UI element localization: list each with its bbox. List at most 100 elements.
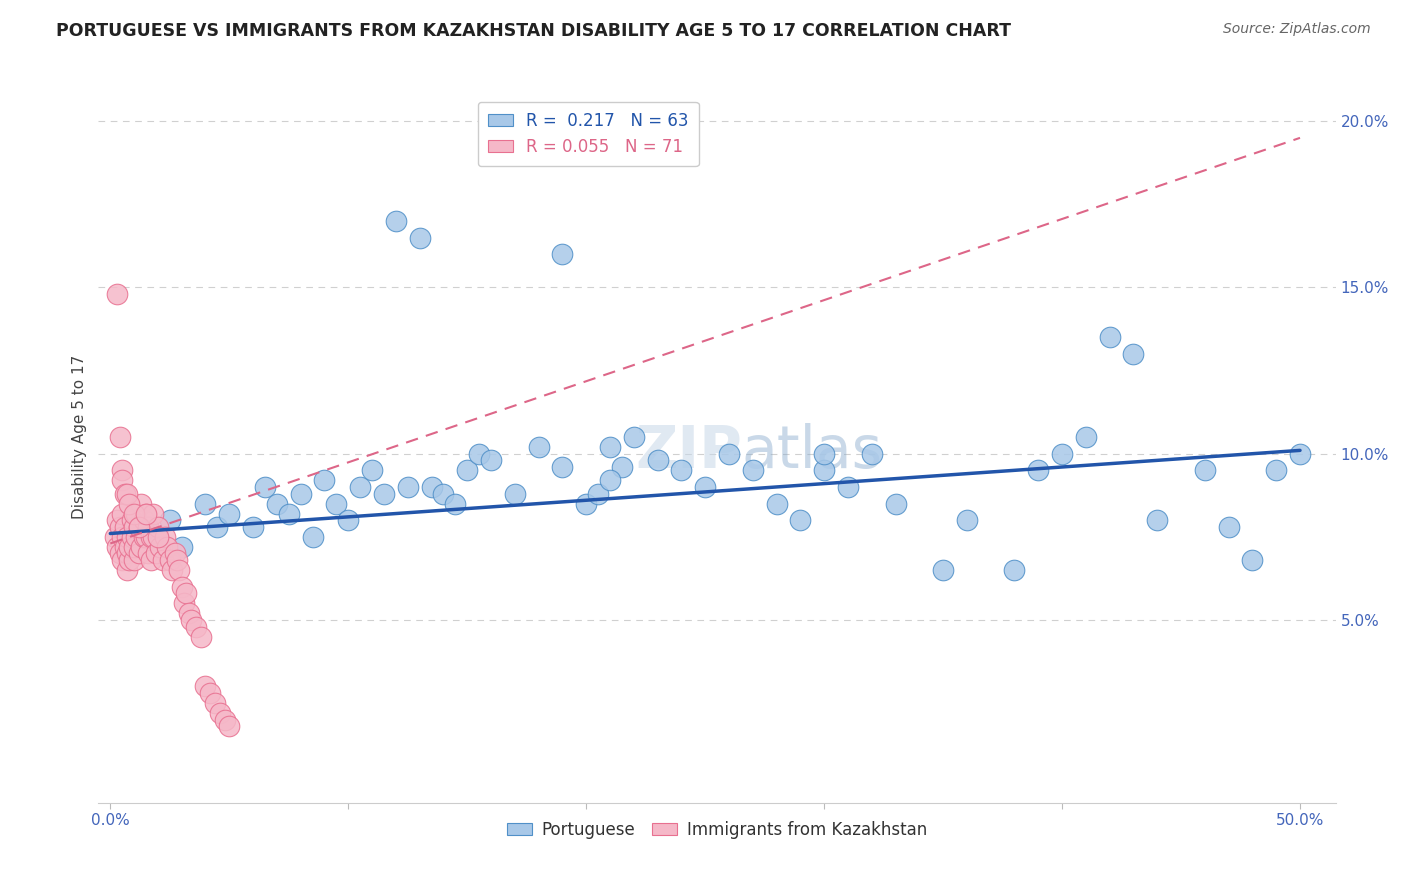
Point: [170, 540, 193, 554]
Point: [1074, 430, 1097, 444]
Point: [194, 497, 217, 511]
Point: [115, 563, 138, 577]
Point: [152, 553, 174, 567]
Point: [159, 553, 181, 567]
Point: [118, 540, 141, 554]
Point: [717, 447, 740, 461]
Point: [741, 463, 763, 477]
Point: [159, 513, 181, 527]
Point: [671, 463, 693, 477]
Point: [184, 619, 207, 633]
Point: [277, 507, 299, 521]
Point: [218, 507, 240, 521]
Point: [122, 553, 145, 567]
Y-axis label: Disability Age 5 to 17: Disability Age 5 to 17: [72, 355, 87, 519]
Point: [813, 463, 835, 477]
Point: [160, 563, 183, 577]
Point: [111, 507, 134, 521]
Point: [121, 530, 143, 544]
Point: [551, 247, 574, 261]
Point: [114, 520, 136, 534]
Point: [104, 530, 127, 544]
Point: [1122, 347, 1144, 361]
Point: [129, 497, 152, 511]
Point: [111, 473, 134, 487]
Point: [128, 520, 150, 534]
Text: atlas: atlas: [742, 423, 883, 480]
Point: [1218, 520, 1240, 534]
Point: [107, 540, 129, 554]
Point: [956, 513, 979, 527]
Point: [115, 530, 138, 544]
Point: [396, 480, 419, 494]
Point: [149, 540, 172, 554]
Point: [107, 287, 129, 301]
Point: [932, 563, 955, 577]
Point: [142, 530, 165, 544]
Point: [169, 563, 191, 577]
Point: [115, 546, 138, 560]
Point: [408, 230, 430, 244]
Point: [503, 486, 526, 500]
Point: [146, 530, 169, 544]
Point: [170, 580, 193, 594]
Point: [837, 480, 859, 494]
Point: [146, 520, 169, 534]
Point: [132, 530, 155, 544]
Point: [1194, 463, 1216, 477]
Point: [108, 520, 131, 534]
Point: [599, 440, 621, 454]
Point: [765, 497, 787, 511]
Point: [115, 486, 138, 500]
Point: [444, 497, 467, 511]
Point: [623, 430, 645, 444]
Point: [111, 530, 134, 544]
Point: [301, 530, 323, 544]
Point: [214, 713, 236, 727]
Point: [142, 507, 165, 521]
Point: [647, 453, 669, 467]
Point: [139, 530, 162, 544]
Point: [166, 553, 188, 567]
Point: [420, 480, 443, 494]
Point: [1098, 330, 1121, 344]
Point: [145, 546, 167, 560]
Point: [1026, 463, 1049, 477]
Point: [135, 530, 157, 544]
Point: [122, 520, 145, 534]
Text: ZIP: ZIP: [636, 423, 742, 480]
Point: [1265, 463, 1288, 477]
Point: [207, 520, 229, 534]
Point: [194, 680, 217, 694]
Point: [242, 520, 264, 534]
Point: [135, 507, 157, 521]
Point: [111, 463, 134, 477]
Point: [135, 507, 157, 521]
Point: [128, 546, 150, 560]
Point: [1289, 447, 1312, 461]
Point: [1146, 513, 1168, 527]
Point: [128, 520, 150, 534]
Point: [599, 473, 621, 487]
Point: [125, 530, 148, 544]
Text: Source: ZipAtlas.com: Source: ZipAtlas.com: [1223, 22, 1371, 37]
Point: [153, 530, 176, 544]
Point: [200, 686, 222, 700]
Point: [190, 630, 212, 644]
Point: [468, 447, 491, 461]
Point: [121, 513, 143, 527]
Point: [114, 540, 136, 554]
Point: [173, 596, 195, 610]
Point: [122, 507, 145, 521]
Point: [139, 553, 162, 567]
Point: [218, 719, 240, 733]
Point: [208, 706, 231, 720]
Point: [138, 520, 160, 534]
Point: [813, 447, 835, 461]
Point: [1050, 447, 1073, 461]
Point: [129, 540, 152, 554]
Point: [349, 480, 371, 494]
Point: [385, 214, 408, 228]
Point: [586, 486, 609, 500]
Point: [884, 497, 907, 511]
